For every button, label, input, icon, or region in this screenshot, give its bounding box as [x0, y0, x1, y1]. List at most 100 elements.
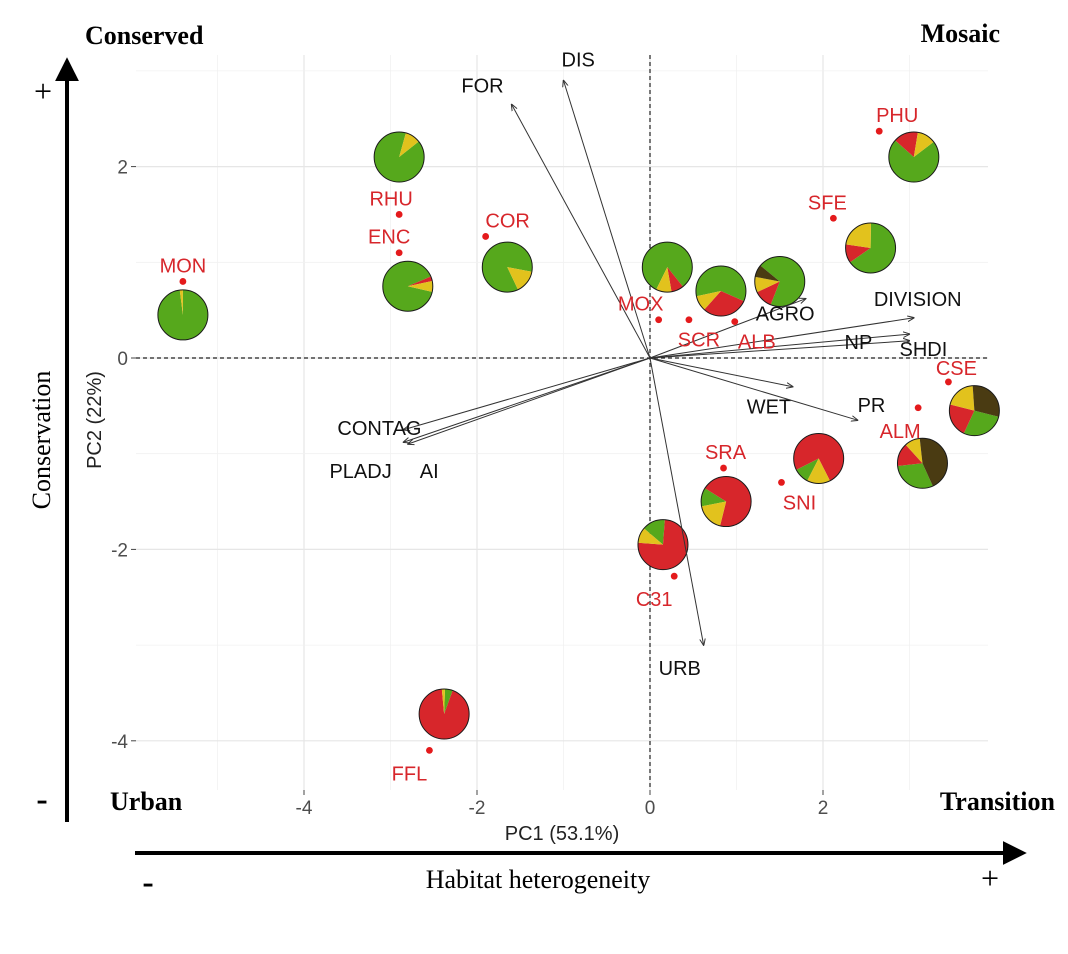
heterogeneity-plus: +: [981, 860, 999, 896]
x-tick-label: -2: [469, 798, 486, 819]
pie-slice-agro: [441, 689, 445, 715]
loading-label-urb: URB: [659, 658, 701, 680]
loading-label-division: DIVISION: [874, 289, 962, 311]
pie-marker: [418, 688, 470, 740]
y-tick-label: 0: [117, 349, 128, 370]
loading-arrow-shdi: [649, 334, 910, 359]
pie-slice-forest: [850, 222, 896, 273]
loading-label-contag: CONTAG: [337, 418, 421, 440]
pie-slice-urban: [704, 291, 744, 317]
pie-slice-forest: [963, 410, 999, 436]
pie-slice-forest: [157, 289, 208, 340]
conservation-minus: -: [36, 781, 47, 818]
pie-outline: [641, 241, 693, 293]
pie-slice-agro: [407, 280, 433, 292]
pie-marker: [373, 131, 425, 183]
pie-marker: [481, 241, 533, 293]
loading-label-for: FOR: [461, 75, 503, 97]
pie-outline: [481, 241, 533, 293]
pie-marker: [896, 437, 948, 489]
site-label-ffl: FFL: [392, 763, 428, 785]
site-label-sni: SNI: [783, 492, 816, 514]
pie-slice-agro: [905, 438, 923, 464]
pie-slice-forest: [482, 242, 533, 293]
pie-outline: [157, 289, 209, 341]
conservation-plus: +: [34, 73, 52, 109]
site-point-enc: [395, 249, 403, 257]
y-tick-label: -4: [111, 732, 128, 753]
heterogeneity-minus: -: [142, 864, 153, 901]
site-point-mox: [655, 316, 663, 324]
pie-outline: [793, 432, 845, 484]
pie-slice-forest: [374, 132, 425, 183]
tick-labels: -4 -2 0 2 -4 -2 0 2: [111, 158, 828, 819]
pie-slice-agro: [638, 528, 663, 545]
x-axis-title: PC1 (53.1%): [505, 823, 620, 845]
site-point-c31: [670, 572, 678, 580]
site-label-alb: ALB: [738, 332, 776, 354]
pie-slice-urban: [897, 444, 923, 467]
pie-slice-dark: [755, 265, 780, 282]
pie-slice-forest: [642, 242, 693, 290]
loading-label-agro: AGRO: [756, 304, 815, 326]
y-tick-label: -2: [111, 540, 128, 561]
loading-arrow-pr: [649, 357, 858, 420]
pie-marker: [793, 432, 845, 484]
y-axis-title: PC2 (22%): [84, 371, 106, 469]
loading-arrow-np: [649, 341, 910, 359]
loading-label-pr: PR: [858, 395, 886, 417]
zero-lines: [136, 55, 988, 790]
pie-marker: [157, 289, 209, 341]
pie-slice-forest: [760, 256, 805, 307]
site-point-mon: [179, 278, 187, 285]
site-point-alm: [914, 404, 922, 412]
loading-label-wet: WET: [747, 397, 791, 419]
pie-marker: [695, 265, 747, 317]
pie-outline: [845, 222, 897, 274]
pie-slice-urban: [419, 689, 470, 740]
loading-label-ai: AI: [420, 461, 439, 483]
site-label-sra: SRA: [705, 442, 747, 464]
pie-slice-forest: [695, 266, 746, 302]
pie-marker: [948, 385, 1000, 437]
loading-arrow-agro: [649, 299, 806, 359]
x-tick-label: -4: [296, 798, 313, 819]
pie-slice-agro: [507, 267, 532, 290]
pie-slice-urban: [407, 276, 433, 287]
pie-slice-urban: [793, 433, 844, 481]
pie-outline: [948, 385, 1000, 437]
site-label-phu: PHU: [876, 105, 918, 127]
pie-slice-urban: [845, 244, 871, 263]
pie-slice-agro: [696, 291, 721, 310]
pie-slice-agro: [913, 132, 934, 158]
pie-marker: [700, 476, 752, 528]
site-point-cor: [482, 233, 490, 240]
site-label-cor: COR: [485, 210, 529, 232]
site-point-sfe: [829, 214, 837, 222]
pie-slice-agro: [845, 222, 871, 248]
pie-outline: [888, 131, 940, 183]
loading-arrow-ai: [408, 357, 651, 444]
grid: [136, 55, 988, 790]
pie-slice-urban: [949, 404, 975, 434]
site-label-enc: ENC: [368, 227, 410, 249]
pie-slice-forest: [444, 689, 453, 715]
loading-arrows: FOR DIS AGRO DIVISION SHDI NP WET PR CONTAG PLADJ…: [329, 49, 961, 680]
pie-outline: [382, 260, 434, 312]
site-point-phu: [875, 127, 883, 135]
pie-slice-urban: [757, 281, 780, 305]
pie-outline: [754, 255, 806, 307]
pie-outline: [373, 131, 425, 183]
pie-slice-dark: [972, 385, 1000, 417]
pie-slice-forest: [643, 519, 665, 545]
site-point-cse: [945, 378, 952, 386]
conservation-axis-title: Conservation: [27, 371, 56, 510]
pie-outline: [896, 437, 948, 489]
loading-arrow-urb: [649, 357, 704, 645]
pie-marker: [382, 260, 434, 312]
site-label-scr: SCR: [678, 330, 720, 352]
site-point-sra: [720, 464, 727, 472]
loading-label-np: NP: [845, 332, 873, 354]
pie-slice-agro: [754, 276, 780, 293]
